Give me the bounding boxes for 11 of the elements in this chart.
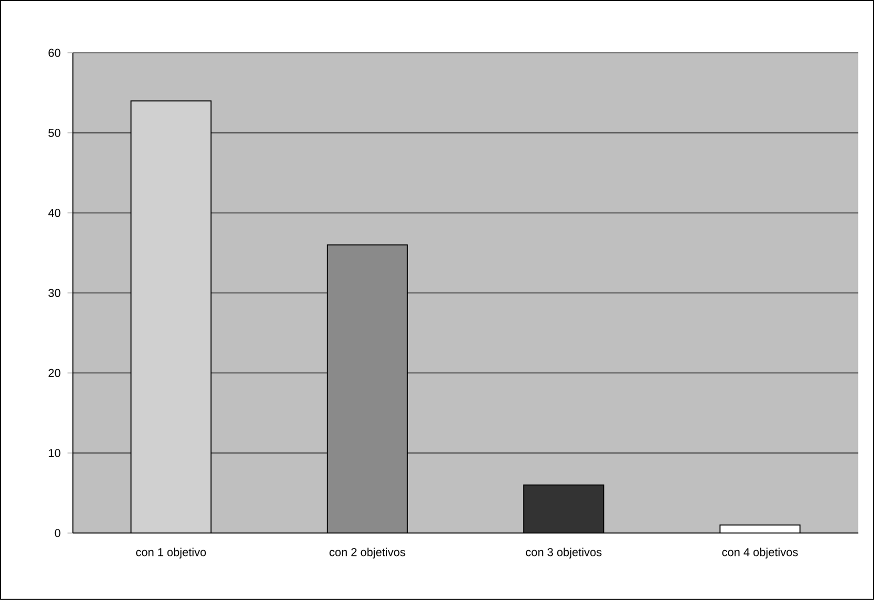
x-tick-label: con 3 objetivos (526, 548, 602, 559)
y-tick-label: 20 (48, 368, 60, 378)
y-tick-label: 0 (54, 529, 60, 538)
y-tick-label: 50 (48, 128, 60, 137)
y-tick-label: 60 (48, 48, 60, 57)
y-tick-label: 40 (48, 208, 60, 218)
y-tick-label: 10 (48, 448, 60, 458)
x-tick-label: con 1 objetivo (136, 548, 206, 559)
x-tick-label: con 2 objetivos (330, 548, 406, 559)
x-tick-label: con 4 objetivos (722, 548, 798, 559)
y-tick-label: 30 (48, 288, 60, 298)
